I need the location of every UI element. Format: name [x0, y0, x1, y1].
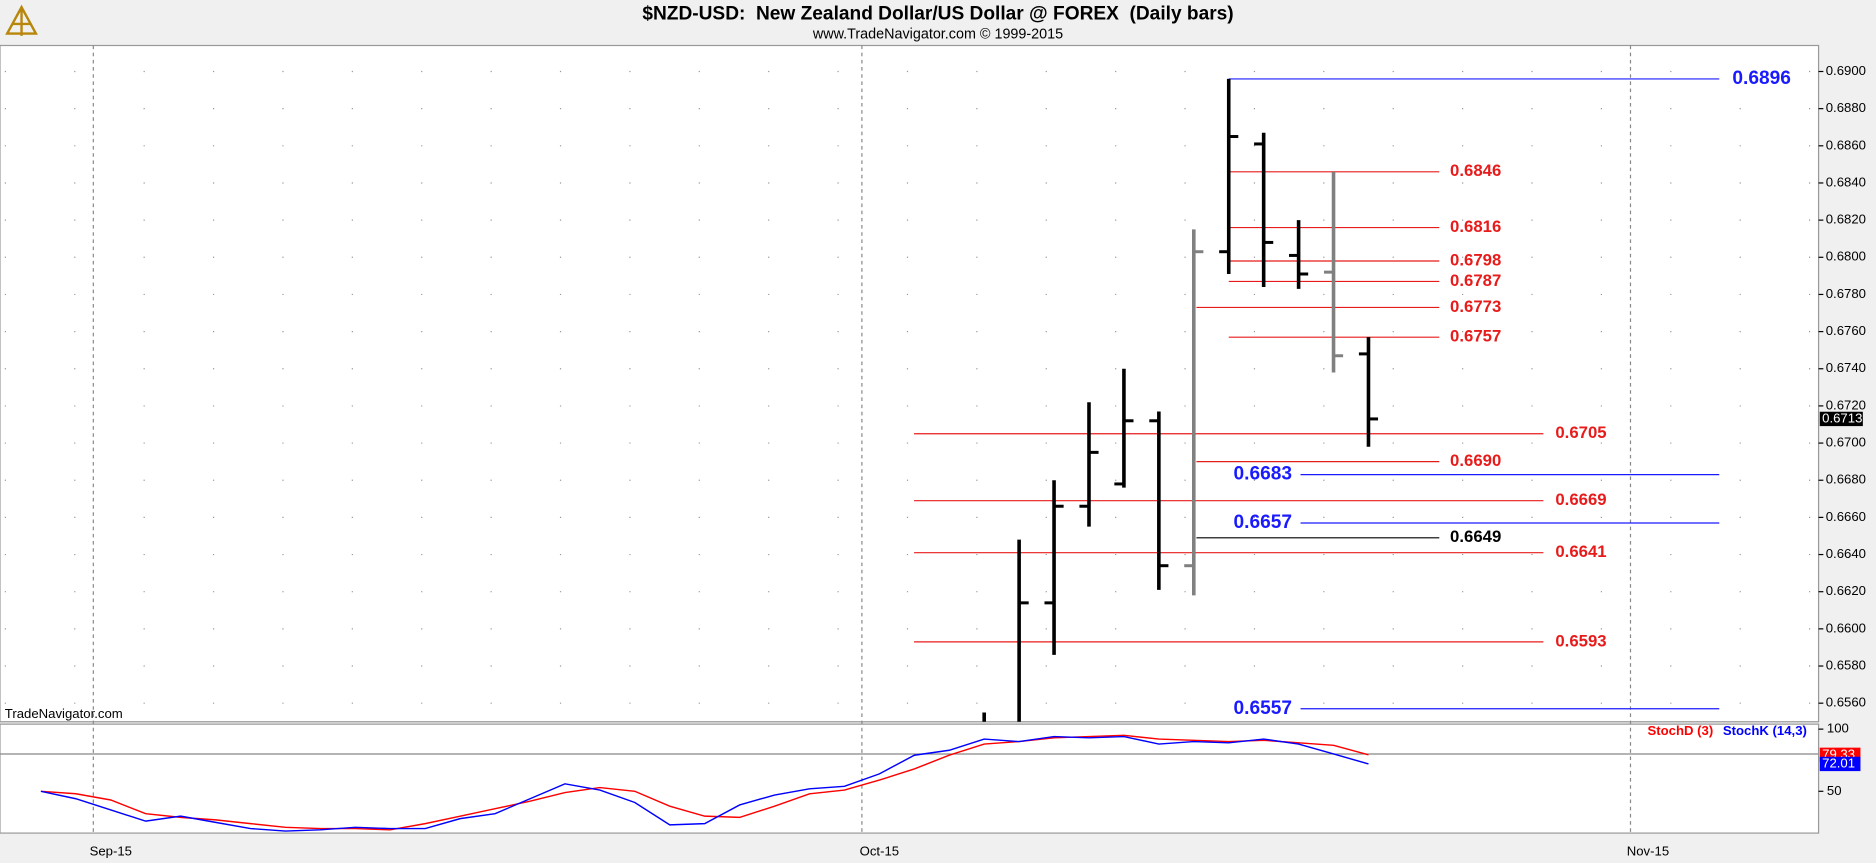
- level-label: 0.6649: [1450, 527, 1501, 546]
- y-tick-label: 0.6560: [1826, 695, 1866, 710]
- x-tick-label: Sep-15: [90, 844, 132, 859]
- stoch-line: [40, 734, 1369, 831]
- y-tick-label: 0.6700: [1826, 435, 1866, 450]
- level-label: 0.6846: [1450, 161, 1501, 180]
- y-tick-label: 100: [1827, 721, 1849, 736]
- level-label: 0.6683: [1234, 464, 1292, 485]
- y-tick-label: 0.6800: [1826, 249, 1866, 264]
- y-tick-label: 0.6580: [1826, 657, 1866, 672]
- level-label: 0.6798: [1450, 250, 1501, 269]
- y-tick-label: 0.6860: [1826, 137, 1866, 152]
- y-tick-label: 0.6680: [1826, 472, 1866, 487]
- level-label: 0.6896: [1732, 68, 1790, 89]
- stoch-panel: [0, 723, 1820, 834]
- level-label: 0.6557: [1234, 698, 1292, 719]
- level-label: 0.6757: [1450, 327, 1501, 346]
- y-tick-label: 0.6900: [1826, 63, 1866, 78]
- x-tick-label: Nov-15: [1627, 844, 1669, 859]
- y-tick-label: 0.6760: [1826, 323, 1866, 338]
- bars: [982, 78, 1379, 722]
- legend-label: StochD (3): [1647, 723, 1713, 738]
- legend-label: StochK (14,3): [1723, 723, 1807, 738]
- level-label: 0.6593: [1555, 631, 1606, 650]
- chart-title: $NZD-USD: New Zealand Dollar/US Dollar @…: [642, 3, 1233, 24]
- stoch-line: [40, 735, 1369, 832]
- price-label: 0.6713: [1822, 410, 1862, 425]
- y-tick-label: 0.6880: [1826, 100, 1866, 115]
- level-label: 0.6690: [1450, 451, 1501, 470]
- y-tick-label: 50: [1827, 783, 1842, 798]
- y-tick-label: 0.6600: [1826, 620, 1866, 635]
- value-box: [1819, 756, 1861, 772]
- y-tick-label: 0.6840: [1826, 174, 1866, 189]
- logo: [5, 4, 38, 36]
- y-tick-label: 0.6780: [1826, 286, 1866, 301]
- level-label: 0.6641: [1555, 542, 1606, 561]
- level-label: 0.6657: [1234, 512, 1292, 533]
- level-label: 0.6816: [1450, 217, 1501, 236]
- y-tick-label: 0.6740: [1826, 360, 1866, 375]
- level-label: 0.6787: [1450, 271, 1501, 290]
- y-tick-label: 0.6620: [1826, 583, 1866, 598]
- y-tick-label: 0.6640: [1826, 546, 1866, 561]
- level-label: 0.6773: [1450, 297, 1501, 316]
- price-panel: [0, 44, 1820, 723]
- x-tick-label: Oct-15: [860, 844, 899, 859]
- value-label: 72.01: [1822, 755, 1855, 770]
- y-tick-label: 0.6660: [1826, 509, 1866, 524]
- chart-subtitle: www.TradeNavigator.com © 1999-2015: [812, 27, 1063, 43]
- level-label: 0.6705: [1555, 423, 1606, 442]
- watermark: TradeNavigator.com: [5, 706, 123, 721]
- price-box: [1819, 411, 1863, 427]
- y-tick-label: 0.6720: [1826, 397, 1866, 412]
- level-label: 0.6669: [1555, 490, 1606, 509]
- y-tick-label: 0.6820: [1826, 212, 1866, 227]
